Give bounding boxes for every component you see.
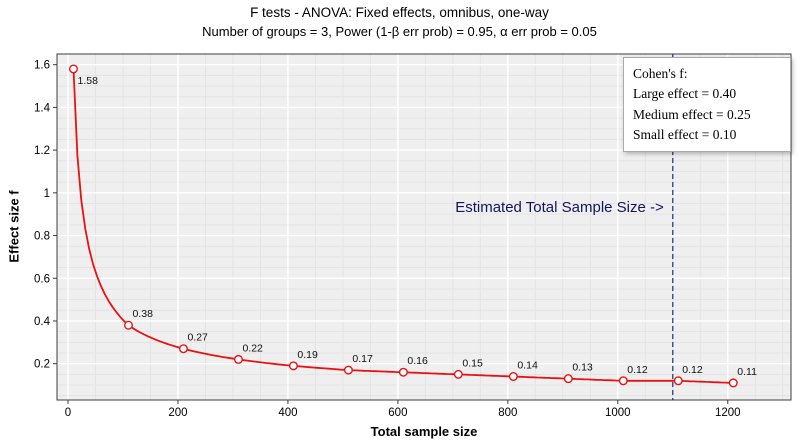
data-point-marker [288,361,298,371]
data-point-label: 0.12 [627,364,648,376]
y-tick-label: 0.4 [34,316,51,328]
legend-item-large: Large effect = 0.40 [633,86,737,102]
y-tick-label: 0.2 [34,359,50,371]
y-tick-label: 0.8 [34,231,50,243]
x-axis-label: Total sample size [370,424,478,439]
data-point-label: 0.11 [737,366,757,378]
legend-title: Cohen's f: [633,66,688,81]
data-point-marker [68,64,78,74]
data-point-label: 1.58 [77,75,98,87]
y-axis-label: Effect size f [6,190,22,263]
chart-subtitle: Number of groups = 3, Power (1-β err pro… [202,24,597,39]
data-point-marker [343,365,353,375]
data-point-label: 0.15 [462,357,483,369]
data-point-marker [508,372,518,382]
data-point-marker [618,376,628,386]
x-tick-label: 800 [498,407,517,419]
data-point-label: 0.13 [572,362,593,374]
y-tick-label: 0.6 [34,273,50,285]
legend-item-medium: Medium effect = 0.25 [633,106,751,122]
data-point-marker [453,369,463,379]
x-tick-label: 0 [65,407,71,419]
data-point-label: 0.22 [242,342,263,354]
y-tick-label: 1.4 [34,102,51,114]
data-point-label: 0.16 [407,355,428,367]
data-point-label: 0.38 [132,308,153,320]
data-point-marker [563,374,573,384]
data-point-marker [178,344,188,354]
data-point-label: 0.19 [297,349,318,361]
legend-item-small: Small effect = 0.10 [633,126,737,142]
y-tick-label: 1 [44,188,50,200]
data-point-label: 0.27 [187,332,208,344]
x-tick-label: 200 [168,407,187,419]
data-point-label: 0.12 [682,364,703,376]
y-tick-label: 1.6 [34,60,50,72]
data-point-marker [728,378,738,388]
data-point-label: 0.14 [517,360,538,372]
data-point-marker [233,354,243,364]
y-tick-label: 1.2 [34,145,50,157]
x-tick-label: 1200 [715,407,741,419]
plot-border [56,53,792,401]
data-point-marker [398,367,408,377]
x-tick-label: 600 [388,407,407,419]
estimated-sample-size-label: Estimated Total Sample Size -> [455,199,664,216]
data-point-label: 0.17 [352,353,373,365]
legend-box: Cohen's f: Large effect = 0.40 Medium ef… [623,57,791,152]
data-point-marker [123,320,133,330]
x-tick-label: 400 [278,407,297,419]
chart-title: F tests - ANOVA: Fixed effects, omnibus,… [250,5,549,20]
x-tick-label: 1000 [605,407,631,419]
data-point-marker [673,376,683,386]
